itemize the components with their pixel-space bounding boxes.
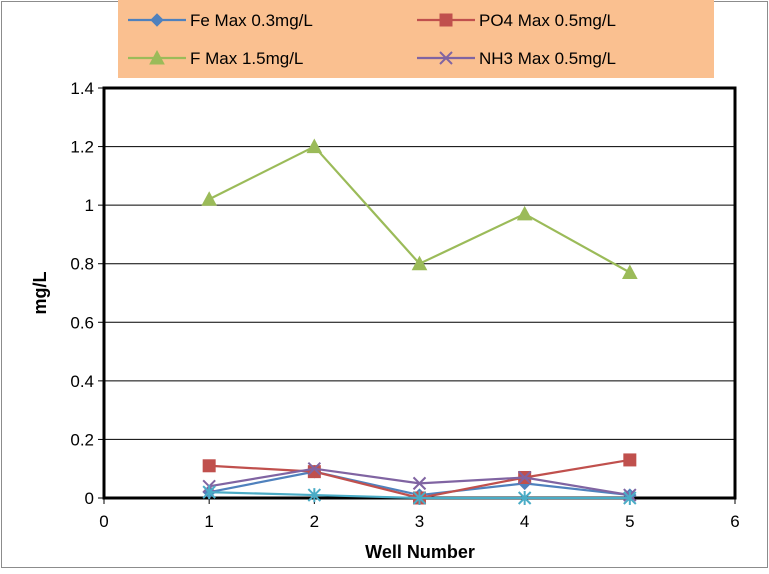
data-point-marker — [149, 49, 165, 65]
legend: Fe Max 0.3mg/L PO4 Max 0.5mg/L F Max 1.5mg… — [118, 0, 714, 78]
x-tick-label: 2 — [310, 512, 319, 531]
data-point-marker — [517, 470, 532, 485]
x-tick-label: 3 — [415, 512, 424, 531]
data-point-marker — [201, 191, 218, 206]
data-point-marker — [516, 205, 533, 221]
x-tick-label: 6 — [730, 512, 739, 531]
data-point-marker — [412, 491, 427, 505]
data-point-marker — [202, 485, 216, 500]
data-point-marker — [307, 462, 322, 476]
data-point-marker — [623, 491, 637, 505]
y-tick-label: 0.8 — [70, 255, 94, 274]
series-layer — [201, 138, 638, 505]
legend-item: PO4 Max 0.5mg/L — [417, 11, 616, 30]
x-tick-label: 4 — [520, 512, 529, 531]
y-tick-label: 0.4 — [70, 372, 94, 391]
data-point-marker — [623, 453, 637, 467]
legend-item: F Max 1.5mg/L — [128, 49, 303, 68]
y-axis-title: mg/L — [30, 271, 50, 314]
x-tick-label: 5 — [625, 512, 634, 531]
y-tick-label: 1.4 — [70, 79, 94, 98]
data-point-marker — [517, 491, 532, 505]
legend-background — [118, 0, 714, 78]
x-tick-label: 0 — [99, 512, 108, 531]
data-point-marker — [439, 51, 453, 65]
y-tick-label: 0.2 — [70, 430, 94, 449]
data-point-marker — [202, 459, 216, 473]
legend-item: Fe Max 0.3mg/L — [128, 11, 313, 30]
data-point-marker — [621, 264, 638, 279]
y-tick-label: 0 — [85, 489, 94, 508]
x-axis-ticks: 0 1 2 3 4 5 6 — [99, 498, 740, 531]
legend-label: Fe Max 0.3mg/L — [190, 11, 313, 30]
legend-label: NH3 Max 0.5mg/L — [479, 49, 616, 68]
data-point-marker — [306, 138, 323, 154]
y-axis-ticks: 0 0.2 0.4 0.6 0.8 1 1.2 1.4 — [70, 79, 104, 508]
series — [202, 485, 637, 505]
data-point-marker — [411, 255, 428, 271]
x-axis-title: Well Number — [365, 542, 475, 562]
data-point-marker — [439, 13, 453, 27]
series — [201, 138, 638, 279]
y-tick-label: 0.6 — [70, 313, 94, 332]
legend-label: F Max 1.5mg/L — [190, 49, 303, 68]
legend-item: NH3 Max 0.5mg/L — [417, 49, 616, 68]
data-point-marker — [307, 488, 322, 503]
plot-area — [104, 88, 735, 498]
data-point-marker — [150, 13, 164, 27]
data-point-marker — [412, 476, 427, 491]
y-tick-label: 1.2 — [70, 138, 94, 157]
x-tick-label: 1 — [204, 512, 213, 531]
y-tick-label: 1 — [85, 196, 94, 215]
legend-label: PO4 Max 0.5mg/L — [479, 11, 616, 30]
